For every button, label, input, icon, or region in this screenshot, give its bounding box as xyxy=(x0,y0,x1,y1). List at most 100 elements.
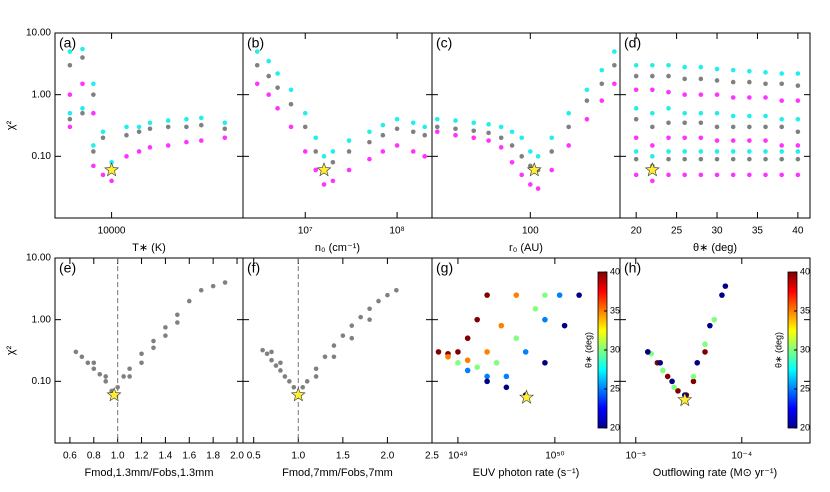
data-point xyxy=(795,116,801,122)
data-point xyxy=(682,120,687,126)
data-point xyxy=(367,139,372,145)
data-point xyxy=(698,149,704,154)
data-point xyxy=(730,149,736,154)
data-point xyxy=(394,287,399,293)
data-point xyxy=(80,55,85,60)
data-point xyxy=(519,172,524,178)
data-point xyxy=(666,172,671,178)
data-point xyxy=(139,360,144,366)
best-fit-star xyxy=(290,387,306,402)
data-point xyxy=(198,122,204,128)
data-point xyxy=(542,292,548,298)
data-point xyxy=(747,124,752,130)
data-point xyxy=(669,378,675,385)
data-point xyxy=(275,71,280,76)
data-point xyxy=(455,349,461,355)
data-point xyxy=(100,135,106,141)
data-point xyxy=(198,287,204,293)
x-axis-label: EUV photon rate (s⁻¹) xyxy=(473,467,580,479)
data-point xyxy=(394,126,400,132)
data-point xyxy=(682,135,687,141)
data-point xyxy=(471,135,477,141)
data-point xyxy=(698,120,704,126)
y-tick-label: 10.00 xyxy=(26,28,51,39)
data-point xyxy=(763,95,768,100)
data-point xyxy=(498,135,504,141)
panel-label: (f) xyxy=(247,260,260,276)
x-axis-label: θ∗ (deg) xyxy=(693,242,737,254)
data-point xyxy=(67,62,73,68)
data-point xyxy=(330,178,336,184)
data-point xyxy=(222,280,228,285)
best-fit-star xyxy=(677,392,693,407)
data-point xyxy=(542,316,548,323)
x-tick-label: 1.5 xyxy=(336,451,350,462)
data-point xyxy=(410,120,416,126)
data-point xyxy=(714,138,720,143)
y-tick-label: 0.10 xyxy=(32,151,52,162)
x-tick-label: 10⁻⁵ xyxy=(625,451,646,462)
data-point xyxy=(275,85,280,90)
data-point xyxy=(147,126,153,132)
data-point xyxy=(124,124,129,130)
data-point xyxy=(434,116,440,122)
data-point xyxy=(542,359,548,366)
data-point xyxy=(660,367,666,374)
data-point xyxy=(210,283,216,289)
data-point xyxy=(273,363,279,368)
data-point xyxy=(633,149,639,154)
x-axis-label: T∗ (K) xyxy=(132,242,166,254)
data-point xyxy=(682,156,687,162)
colorbar-tick-label: 40 xyxy=(610,266,620,276)
x-tick-label: 40 xyxy=(792,226,804,237)
data-point xyxy=(471,128,477,134)
y-axis-label: χ² xyxy=(5,345,17,355)
data-point xyxy=(288,87,294,93)
data-point xyxy=(682,172,687,178)
data-point xyxy=(302,110,308,116)
data-point xyxy=(498,322,505,329)
data-point xyxy=(698,135,704,141)
data-point xyxy=(147,120,153,126)
data-point xyxy=(367,306,372,312)
data-point xyxy=(633,172,639,178)
data-point xyxy=(67,92,73,97)
data-point xyxy=(410,129,416,135)
data-point xyxy=(509,129,515,135)
data-point xyxy=(779,71,785,76)
data-point xyxy=(532,306,539,312)
data-point xyxy=(434,124,440,130)
data-point xyxy=(650,154,655,159)
data-point xyxy=(331,354,337,360)
panel: 20 25 30 35 40 θ∗ (deg) (d) xyxy=(619,32,811,254)
data-point xyxy=(519,135,524,141)
data-point xyxy=(422,132,428,138)
data-point xyxy=(184,116,189,122)
x-tick-label: 1.0 xyxy=(111,451,125,462)
data-point xyxy=(222,120,228,126)
plot-frame xyxy=(431,32,621,219)
data-point xyxy=(304,379,310,384)
data-point xyxy=(484,378,490,385)
data-point xyxy=(566,143,571,148)
data-point xyxy=(561,322,568,329)
data-point xyxy=(719,292,725,298)
data-point xyxy=(584,116,590,122)
data-point xyxy=(322,354,328,360)
x-tick-label: 20 xyxy=(631,226,643,237)
y-tick-label: 0.10 xyxy=(32,376,52,387)
data-point xyxy=(633,156,639,162)
data-point xyxy=(795,98,801,103)
data-point xyxy=(380,122,386,128)
data-point xyxy=(165,124,171,130)
x-tick-label: 0.6 xyxy=(63,451,77,462)
x-tick-label: 10000 xyxy=(98,226,126,237)
data-point xyxy=(422,124,428,130)
data-point xyxy=(612,62,617,68)
data-point xyxy=(513,335,520,342)
colorbar-label: θ∗ (deg) xyxy=(583,332,593,368)
data-point xyxy=(690,373,697,380)
data-point xyxy=(698,172,704,178)
data-point xyxy=(698,110,704,116)
panel: 0.10 1.00 10.00 10000 T∗ (K) χ² (a) xyxy=(5,28,244,254)
